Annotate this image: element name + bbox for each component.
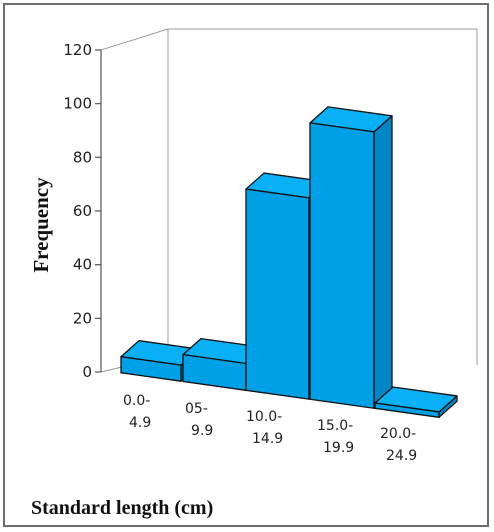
x-category-label-line: 4.9	[129, 415, 151, 431]
x-category-label: 10.0- 14.9	[246, 409, 283, 447]
x-category-label: 20.0- 24.9	[380, 426, 417, 464]
side-wall-top-edge	[100, 28, 169, 51]
y-tick-label: 0	[82, 363, 92, 381]
y-tick-label: 100	[63, 95, 92, 113]
x-category-label-line: 9.9	[191, 423, 213, 439]
x-category-label: 0.0- 4.9	[123, 393, 151, 431]
x-category-label-line: 24.9	[386, 448, 417, 464]
x-category-label-line: 19.9	[323, 440, 354, 456]
x-category-label: 05-9.9	[185, 401, 213, 439]
bar-front-face	[120, 356, 182, 382]
x-category-label-line: 15.0-	[317, 418, 353, 434]
y-axis-label: Frequency	[29, 177, 53, 273]
x-axis-categories: 0.0-4.905-9.910.0-14.915.0-19.920.0-24.9	[123, 393, 417, 464]
y-tick-label: 80	[73, 148, 92, 166]
x-category-label-line: 10.0-	[246, 409, 282, 425]
bar	[374, 386, 458, 418]
bar	[309, 106, 393, 409]
bar-front-face	[374, 402, 440, 418]
y-tick-label: 20	[73, 309, 92, 327]
x-axis-label: Standard length (cm)	[31, 497, 214, 519]
bars	[120, 106, 458, 418]
chart-frame: 0 20 40 60 80 100 120 0.0-4.9 05-9.9 10.0-14.9 15…	[3, 3, 489, 527]
y-axis: 0 20 40 60 80 100 120	[63, 41, 102, 381]
x-category-label-line: 20.0-	[380, 426, 416, 442]
x-category-label-line: 05-	[185, 401, 208, 417]
y-tick-label: 40	[73, 256, 92, 274]
bar-front-face	[245, 188, 310, 400]
x-category-label: 15.0- 19.9	[317, 418, 354, 456]
x-category-label-line: 14.9	[252, 431, 283, 447]
bar-front-face	[309, 122, 375, 409]
bar-side-face	[373, 115, 393, 409]
x-category-label-line: 0.0-	[123, 393, 150, 409]
y-tick-label: 120	[63, 41, 92, 59]
y-tick-label: 60	[73, 202, 92, 220]
